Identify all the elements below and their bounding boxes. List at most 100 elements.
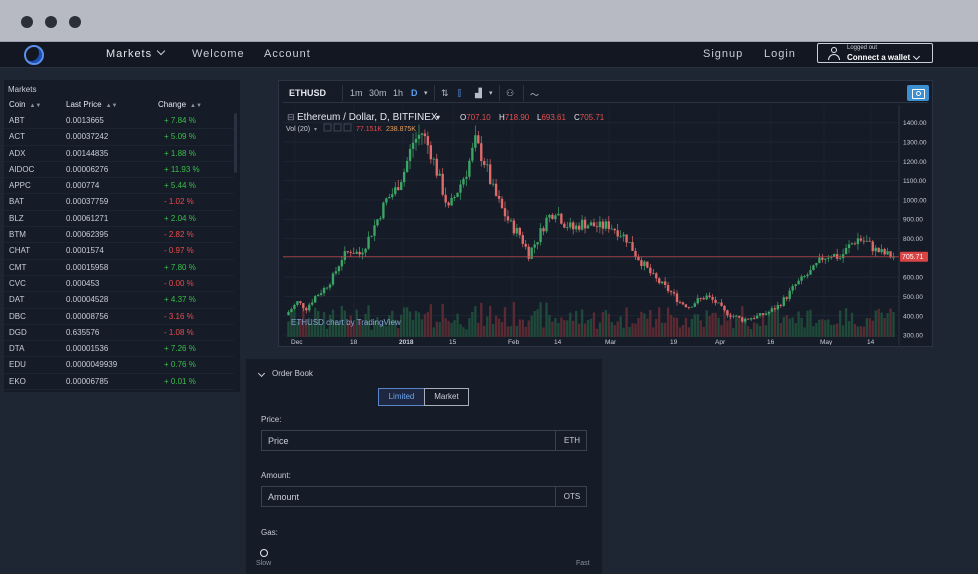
user-icon <box>828 47 840 60</box>
interval-1m[interactable]: 1m <box>350 88 363 98</box>
volume-bar <box>711 312 714 337</box>
amount-input[interactable] <box>262 487 556 506</box>
market-row[interactable]: CMT 0.00015958 + 7.80 % <box>4 260 234 276</box>
column-header-coin[interactable]: Coin ▲▼ <box>9 100 42 109</box>
volume-bar <box>328 314 332 337</box>
market-row[interactable]: DTA 0.00001536 + 7.26 % <box>4 341 234 358</box>
candle-body <box>352 252 355 254</box>
volume-bar <box>690 318 694 337</box>
nav-welcome-link[interactable]: Welcome <box>192 48 245 60</box>
candle-body <box>313 296 317 303</box>
volume-bar <box>319 324 323 337</box>
column-header-change[interactable]: Change ▲▼ <box>158 100 202 109</box>
volume-bar <box>714 312 717 337</box>
bar-style-icon[interactable]: ▟ <box>475 88 482 98</box>
markets-panel: Markets Coin ▲▼ Last Price ▲▼ Change ▲▼ ABT… <box>4 80 240 392</box>
chart-style-dropdown-icon[interactable]: ▾ <box>489 90 493 97</box>
volume-legend-icons <box>323 123 352 132</box>
window-minimize-dot[interactable] <box>45 16 57 28</box>
candles-icon[interactable]: ⫿ <box>458 88 461 98</box>
candle-body <box>640 260 643 267</box>
nav-account-link[interactable]: Account <box>264 48 311 60</box>
volume-bar <box>827 319 830 337</box>
candle-body <box>560 213 563 224</box>
interval-1h[interactable]: 1h <box>393 88 404 98</box>
market-last-price: 0.000774 <box>66 181 100 191</box>
market-row[interactable]: CVC 0.000453 - 0.00 % <box>4 276 234 293</box>
candle-body <box>720 302 723 306</box>
market-row[interactable]: EDU 0.0000049939 + 0.76 % <box>4 357 234 374</box>
nav-login-link[interactable]: Login <box>764 48 796 60</box>
candle-body <box>747 318 750 320</box>
volume-bar <box>500 322 504 337</box>
market-row[interactable]: ABT 0.0013665 + 7.84 % <box>4 113 234 130</box>
x-tick-label: 14 <box>867 339 875 345</box>
market-row[interactable]: DBC 0.00008756 - 3.16 % <box>4 309 234 325</box>
market-row[interactable]: AIDOC 0.00006276 + 11.93 % <box>4 162 234 179</box>
market-row[interactable]: DGD 0.635576 - 1.08 % <box>4 325 234 342</box>
volume-bar <box>486 316 489 337</box>
compare-icon[interactable]: ⇅ <box>441 88 449 98</box>
market-coin: BTM <box>9 230 26 240</box>
nav-markets-dropdown[interactable]: Markets <box>106 46 166 60</box>
volume-bar <box>311 323 314 337</box>
indicators-icon[interactable]: ⚇ <box>506 88 515 98</box>
market-last-price: 0.00008756 <box>66 311 109 321</box>
market-row[interactable]: DAT 0.00004528 + 4.37 % <box>4 292 234 309</box>
nav-signup-link[interactable]: Signup <box>703 48 744 60</box>
volume-bar <box>494 315 498 337</box>
market-row[interactable]: BLZ 0.00061271 + 2.04 % <box>4 211 234 228</box>
interval-30m[interactable]: 30m <box>369 88 387 98</box>
market-last-price: 0.00061271 <box>66 213 109 223</box>
trend-icon[interactable]: 〜 <box>530 90 540 100</box>
logo-icon[interactable] <box>24 45 44 65</box>
volume-bar <box>379 324 382 337</box>
candle-body <box>566 227 569 229</box>
volume-bar <box>589 318 593 337</box>
volume-bar <box>471 311 474 337</box>
symbol-selector[interactable]: ETHUSD <box>289 88 327 98</box>
volume-bar <box>456 313 459 337</box>
window-maximize-dot[interactable] <box>69 16 81 28</box>
candle-body <box>518 227 522 236</box>
market-row[interactable]: APPC 0.000774 + 5.44 % <box>4 178 234 195</box>
candle-body <box>821 257 824 260</box>
interval-d[interactable]: D <box>411 88 418 98</box>
volume-bar <box>812 326 815 337</box>
volume-bar <box>684 317 688 337</box>
markets-scrollbar[interactable] <box>234 113 237 173</box>
gas-slider-handle[interactable] <box>260 549 268 557</box>
candle-body <box>592 222 596 227</box>
chevron-down-icon[interactable] <box>257 369 266 378</box>
order-book-title[interactable]: Order Book <box>272 369 313 378</box>
candle-body <box>471 147 474 161</box>
connect-wallet-button[interactable]: Logged out Connect a wallet <box>817 43 933 63</box>
candle-body <box>767 311 771 314</box>
volume-bar <box>678 327 682 337</box>
candle-body <box>308 304 311 311</box>
volume-bar <box>554 317 557 337</box>
market-row[interactable]: BTM 0.00062395 - 2.82 % <box>4 227 234 244</box>
market-row[interactable]: BAT 0.00037759 - 1.02 % <box>4 194 234 211</box>
volume-bar <box>732 328 735 337</box>
price-input[interactable] <box>262 431 556 450</box>
volume-bar <box>747 326 750 337</box>
gas-fast-label: Fast <box>576 560 590 567</box>
candle-body <box>311 302 314 305</box>
interval-dropdown-icon[interactable]: ▾ <box>424 90 428 97</box>
camera-icon[interactable] <box>907 85 929 101</box>
volume-bar <box>394 319 397 337</box>
tab-limited[interactable]: Limited <box>378 388 425 406</box>
ohlc-readout: O707.10 H718.90 L693.61 C705.71 <box>460 113 605 122</box>
x-tick-label: 16 <box>767 339 775 345</box>
window-close-dot[interactable] <box>21 16 33 28</box>
market-row[interactable]: ADX 0.00144835 + 1.88 % <box>4 146 234 162</box>
volume-bar <box>619 316 622 337</box>
candlestick-chart[interactable]: 1400.00 1300.00 1200.00 1100.00 1000.00 900.0… <box>283 105 929 345</box>
tab-market[interactable]: Market <box>424 388 469 406</box>
volume-bar <box>453 320 456 337</box>
market-row[interactable]: EKO 0.00006785 + 0.01 % <box>4 374 234 391</box>
market-row[interactable]: ACT 0.00037242 + 5.09 % <box>4 129 234 146</box>
column-header-last-price[interactable]: Last Price ▲▼ <box>66 100 118 109</box>
market-row[interactable]: CHAT 0.0001574 - 0.97 % <box>4 243 234 260</box>
